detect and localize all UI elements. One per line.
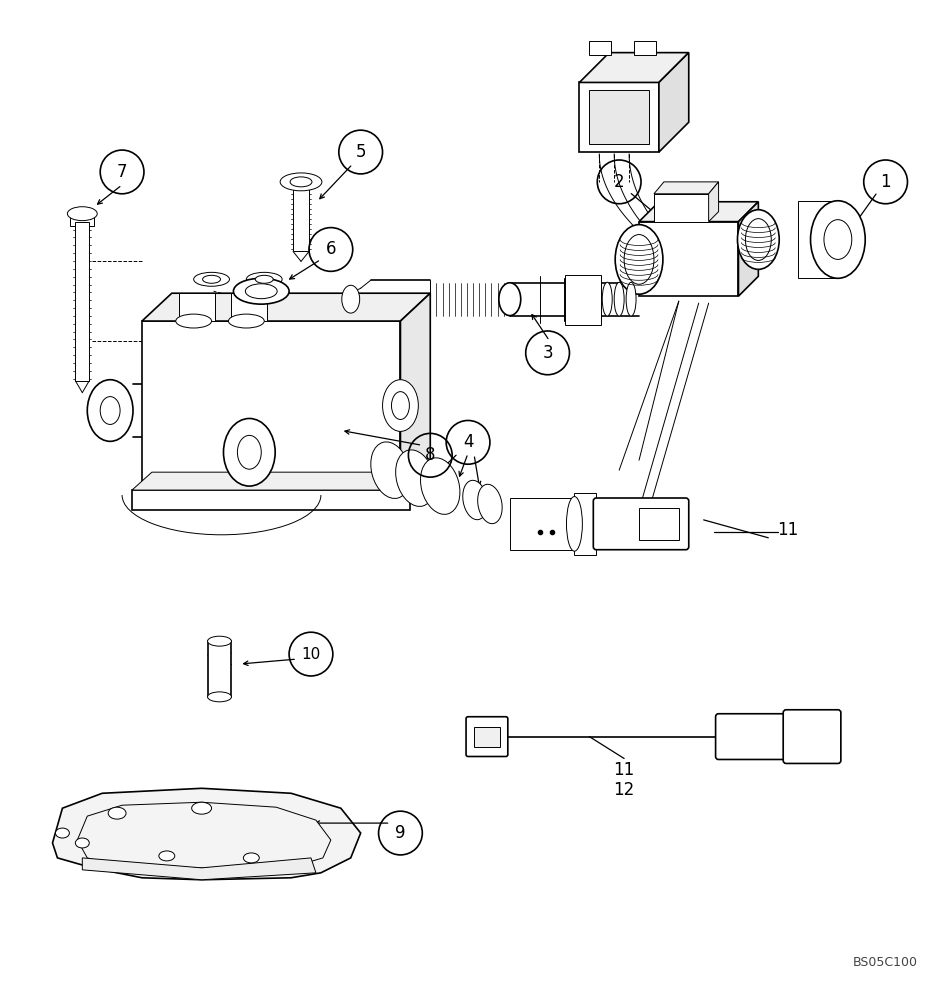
Polygon shape — [132, 490, 410, 510]
Bar — [474, 727, 500, 747]
Text: 11: 11 — [613, 761, 635, 779]
Bar — [75, 222, 89, 381]
Polygon shape — [580, 53, 688, 82]
Text: 6: 6 — [326, 240, 336, 258]
Ellipse shape — [100, 397, 120, 424]
Text: 9: 9 — [395, 824, 406, 842]
Ellipse shape — [228, 314, 265, 328]
Bar — [639, 508, 679, 540]
Ellipse shape — [247, 272, 282, 286]
Bar — [179, 293, 214, 321]
Polygon shape — [401, 293, 430, 490]
Bar — [589, 41, 611, 55]
FancyBboxPatch shape — [716, 714, 789, 759]
Ellipse shape — [208, 692, 231, 702]
Ellipse shape — [255, 275, 273, 283]
FancyBboxPatch shape — [466, 717, 507, 756]
Ellipse shape — [290, 177, 312, 187]
Ellipse shape — [109, 807, 126, 819]
Ellipse shape — [246, 284, 277, 299]
Ellipse shape — [626, 282, 636, 316]
Text: 11: 11 — [778, 521, 799, 539]
Polygon shape — [654, 194, 708, 222]
Bar — [798, 201, 838, 278]
Text: 7: 7 — [117, 163, 128, 181]
Ellipse shape — [342, 285, 360, 313]
Bar — [293, 180, 309, 251]
Bar — [510, 498, 574, 550]
Polygon shape — [132, 472, 421, 490]
Ellipse shape — [233, 278, 289, 304]
Text: 3: 3 — [543, 344, 553, 362]
Text: 12: 12 — [613, 781, 635, 799]
FancyBboxPatch shape — [783, 710, 841, 763]
Bar — [231, 293, 268, 321]
Ellipse shape — [193, 272, 229, 286]
Ellipse shape — [208, 636, 231, 646]
Ellipse shape — [603, 282, 612, 316]
Ellipse shape — [738, 210, 780, 269]
Polygon shape — [708, 182, 719, 222]
Text: 2: 2 — [614, 173, 625, 191]
FancyBboxPatch shape — [593, 498, 688, 550]
Ellipse shape — [810, 201, 865, 278]
Ellipse shape — [280, 173, 322, 191]
Ellipse shape — [88, 380, 133, 441]
Ellipse shape — [68, 207, 97, 221]
Bar — [634, 41, 656, 55]
Text: 4: 4 — [463, 433, 473, 451]
Ellipse shape — [566, 497, 583, 551]
Ellipse shape — [383, 380, 418, 431]
Ellipse shape — [159, 851, 175, 861]
Ellipse shape — [463, 480, 487, 520]
Ellipse shape — [191, 802, 211, 814]
Text: 10: 10 — [302, 647, 321, 662]
Ellipse shape — [396, 450, 435, 506]
Bar — [208, 641, 231, 697]
Polygon shape — [82, 858, 316, 880]
Polygon shape — [639, 202, 759, 222]
Ellipse shape — [237, 435, 261, 469]
Ellipse shape — [55, 828, 69, 838]
Ellipse shape — [615, 225, 663, 294]
Polygon shape — [77, 802, 331, 868]
Ellipse shape — [614, 282, 625, 316]
Bar — [565, 275, 602, 325]
Ellipse shape — [244, 853, 259, 863]
Text: 1: 1 — [881, 173, 891, 191]
Text: 5: 5 — [355, 143, 366, 161]
Ellipse shape — [625, 235, 654, 284]
Bar — [574, 493, 596, 555]
Ellipse shape — [203, 275, 221, 283]
Polygon shape — [52, 788, 361, 880]
Ellipse shape — [478, 484, 502, 524]
Ellipse shape — [370, 442, 410, 498]
Ellipse shape — [176, 314, 211, 328]
Ellipse shape — [745, 219, 771, 260]
Polygon shape — [659, 53, 688, 152]
Polygon shape — [654, 182, 719, 194]
Ellipse shape — [75, 838, 89, 848]
Polygon shape — [142, 293, 430, 321]
Ellipse shape — [499, 283, 521, 316]
Ellipse shape — [224, 418, 275, 486]
Ellipse shape — [421, 458, 460, 514]
Ellipse shape — [391, 392, 409, 419]
Text: 8: 8 — [425, 446, 435, 464]
Ellipse shape — [824, 220, 852, 259]
Polygon shape — [639, 222, 739, 296]
Polygon shape — [580, 82, 659, 152]
Polygon shape — [739, 202, 759, 296]
Polygon shape — [142, 321, 401, 490]
Text: BS05C100: BS05C100 — [852, 956, 918, 969]
Polygon shape — [589, 90, 649, 144]
Bar — [70, 212, 94, 226]
